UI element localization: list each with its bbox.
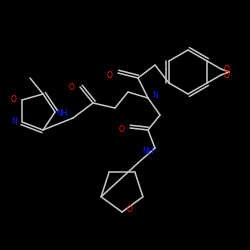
Text: O: O [69, 82, 75, 92]
Text: NH: NH [142, 148, 154, 156]
Text: NH: NH [56, 108, 68, 118]
Text: O: O [224, 70, 230, 80]
Text: O: O [11, 96, 17, 104]
Text: N: N [152, 90, 158, 100]
Text: O: O [119, 126, 125, 134]
Text: O: O [127, 204, 133, 214]
Text: O: O [224, 64, 230, 74]
Text: O: O [107, 70, 113, 80]
Text: N: N [11, 118, 17, 126]
